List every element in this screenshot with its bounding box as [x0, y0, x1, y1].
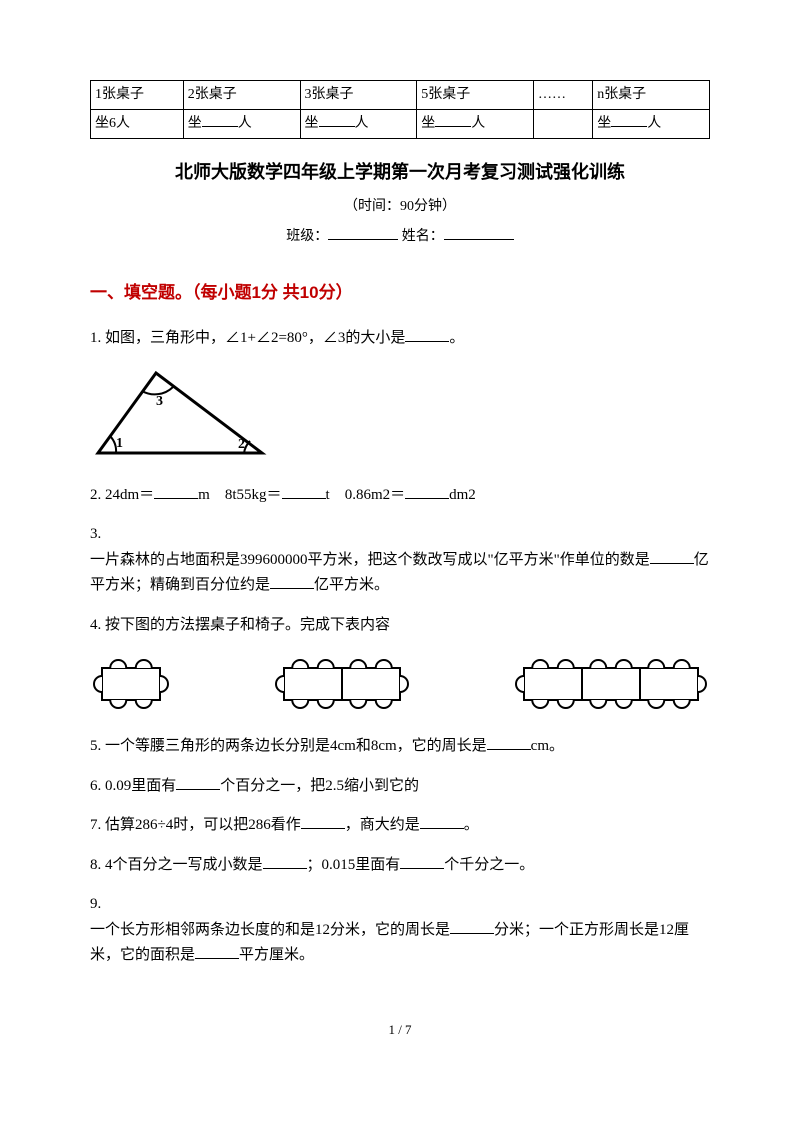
q3-c: 亿平方米。	[314, 577, 389, 593]
q1-text-b: 。	[449, 330, 464, 346]
question-3: 3. 一片森林的占地面积是399600000平方米，把这个数改写成以"亿平方米"…	[90, 522, 710, 599]
q5-b: cm。	[531, 738, 564, 754]
class-label: 班级：	[286, 229, 328, 244]
name-blank	[444, 228, 514, 240]
question-8: 8. 4个百分之一写成小数是 ；0.015里面有 个千分之一。	[90, 853, 710, 879]
class-blank	[328, 228, 398, 240]
q8-c: 个千分之一。	[444, 857, 534, 873]
triangle-diagram: 1 2 3	[90, 365, 710, 469]
name-label: 姓名：	[402, 229, 444, 244]
q1-blank	[405, 329, 449, 342]
question-2: 2. 24dm＝m 8t55kg＝t 0.86m2＝dm2	[90, 483, 710, 509]
question-7: 7. 估算286÷4时，可以把286看作 ，商大约是 。	[90, 813, 710, 839]
question-6: 6. 0.09里面有 个百分之一，把2.5缩小到它的	[90, 774, 710, 800]
q6-blank	[176, 777, 220, 790]
q7-c: 。	[464, 817, 479, 833]
q3-blank2	[270, 576, 314, 589]
q3-a: 一片森林的占地面积是399600000平方米，把这个数改写成以"亿平方米"作单位…	[90, 552, 650, 568]
q8-a: 8. 4个百分之一写成小数是	[90, 857, 263, 873]
q5-a: 5. 一个等腰三角形的两条边长分别是4cm和8cm，它的周长是	[90, 738, 487, 754]
document-subtitle: （时间：90分钟）	[90, 195, 710, 219]
svg-text:3: 3	[156, 394, 163, 409]
question-5: 5. 一个等腰三角形的两条边长分别是4cm和8cm，它的周长是 cm。	[90, 734, 710, 760]
q4-text: 4. 按下图的方法摆桌子和椅子。完成下表内容	[90, 617, 390, 633]
page-footer: 1 / 7	[90, 1019, 710, 1041]
q6-b: 个百分之一，把2.5缩小到它的	[220, 778, 419, 794]
svg-text:1: 1	[116, 436, 123, 451]
table-chair-diagrams	[90, 656, 710, 712]
q3-num: 3.	[90, 522, 710, 548]
q8-blank1	[263, 856, 307, 869]
q9-a: 一个长方形相邻两条边长度的和是12分米，它的周长是	[90, 922, 450, 938]
q8-blank2	[400, 856, 444, 869]
q7-blank2	[420, 816, 464, 829]
q9-c: 平方厘米。	[239, 947, 314, 963]
q7-a: 7. 估算286÷4时，可以把286看作	[90, 817, 301, 833]
q8-b: ；0.015里面有	[307, 857, 401, 873]
desk-pattern-table: 1张桌子2张桌子3张桌子5张桌子……n张桌子 坐6人坐人坐人坐人坐人	[90, 80, 710, 139]
student-info: 班级： 姓名：	[90, 225, 710, 249]
q7-b: ，商大约是	[345, 817, 420, 833]
question-9: 9. 一个长方形相邻两条边长度的和是12分米，它的周长是分米；一个正方形周长是1…	[90, 892, 710, 969]
q7-blank1	[301, 816, 345, 829]
q9-num: 9.	[90, 892, 710, 918]
q5-blank	[487, 737, 531, 750]
q1-text-a: 1. 如图，三角形中，∠1+∠2=80°，∠3的大小是	[90, 330, 405, 346]
question-4: 4. 按下图的方法摆桌子和椅子。完成下表内容	[90, 613, 710, 639]
svg-text:2: 2	[238, 437, 245, 452]
q6-a: 6. 0.09里面有	[90, 778, 176, 794]
q9-blank1	[450, 921, 494, 934]
q9-blank2	[195, 946, 239, 959]
q3-blank1	[650, 551, 694, 564]
section-1-header: 一、填空题。（每小题1分 共10分）	[90, 279, 710, 308]
document-title: 北师大版数学四年级上学期第一次月考复习测试强化训练	[90, 157, 710, 188]
question-1: 1. 如图，三角形中，∠1+∠2=80°，∠3的大小是 。	[90, 326, 710, 352]
